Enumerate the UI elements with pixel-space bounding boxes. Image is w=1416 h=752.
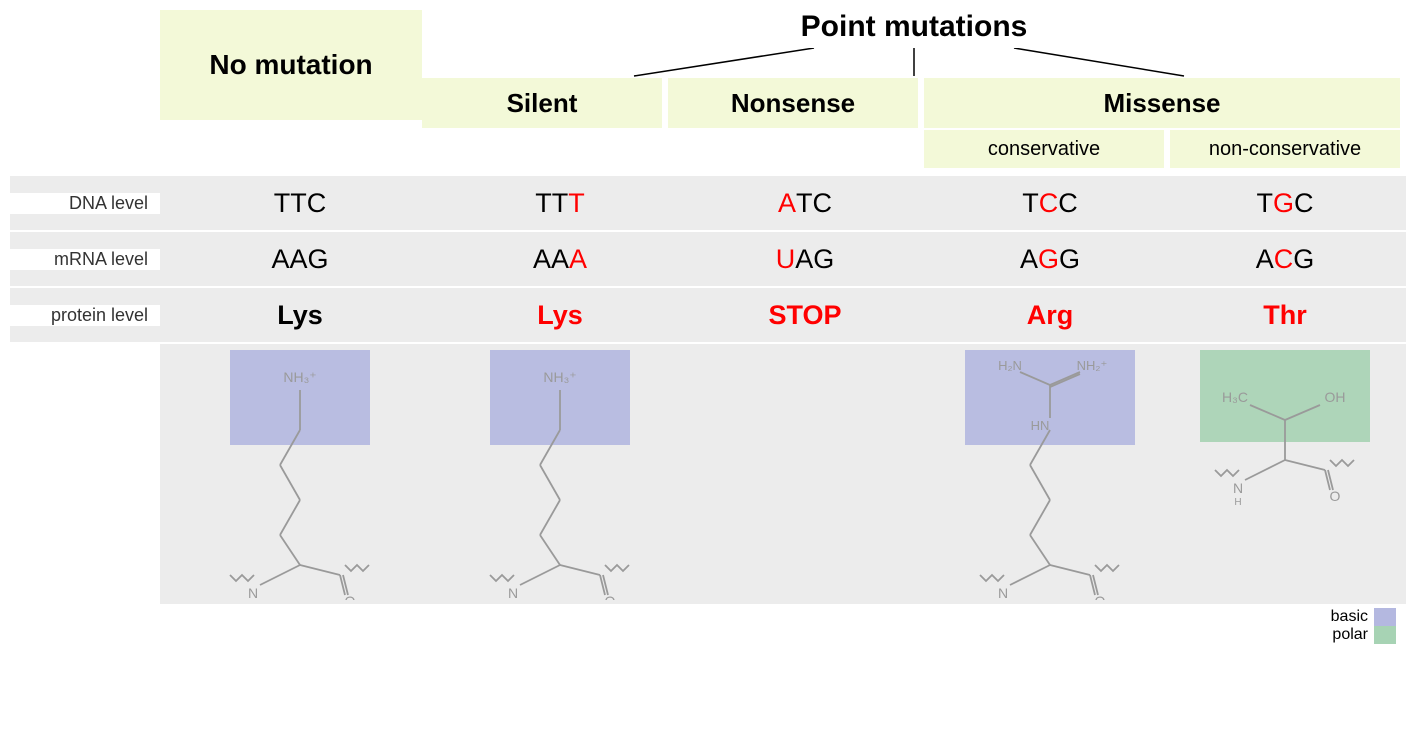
codon-letter: C	[307, 188, 327, 219]
dna-silent: TTT	[440, 188, 680, 219]
structure-nonsense	[680, 350, 930, 604]
codon-letter: T	[796, 188, 813, 219]
protein-missense_noncons: Thr	[1170, 300, 1400, 331]
protein-row: protein level LysLysSTOPArgThr	[10, 288, 1406, 344]
codon-letter: T	[552, 188, 569, 219]
legend-basic-swatch	[1374, 608, 1396, 626]
codon-letter: T	[1022, 188, 1039, 219]
header-missense: Missense	[924, 78, 1400, 128]
codon-letter: T	[274, 188, 291, 219]
legend-polar: polar	[1332, 626, 1396, 644]
svg-text:H₃C: H₃C	[1222, 389, 1248, 405]
protein-nonsense: STOP	[680, 300, 930, 331]
protein-missense_cons: Arg	[930, 300, 1170, 331]
header-no-mutation-label: No mutation	[209, 49, 372, 81]
header-nonsense-label: Nonsense	[731, 88, 855, 119]
header-nonconservative: non-conservative	[1170, 130, 1400, 168]
dna-row: DNA level TTCTTTATCTCCTGC	[10, 176, 1406, 232]
codon-letter: A	[1256, 244, 1274, 275]
svg-text:N: N	[508, 585, 518, 600]
protein-row-label: protein level	[10, 305, 160, 326]
header-nonsense: Nonsense	[668, 78, 918, 128]
svg-text:H₂N: H₂N	[998, 358, 1022, 373]
codon-letter: C	[1039, 188, 1059, 219]
codon-letter: A	[551, 244, 569, 275]
header-conservative-label: conservative	[988, 138, 1100, 161]
mrna-missense_cons: AGG	[930, 244, 1170, 275]
svg-text:NH₃⁺: NH₃⁺	[283, 369, 316, 385]
svg-text:NH₂⁺: NH₂⁺	[1077, 358, 1108, 373]
header-nonconservative-label: non-conservative	[1209, 138, 1361, 161]
structure-row: NH₃⁺ N H O NH₃⁺ N H O	[10, 344, 1406, 604]
title: Point mutations	[422, 10, 1406, 48]
codon-letter: G	[1038, 244, 1059, 275]
codon-letter: U	[776, 244, 796, 275]
codon-letter: C	[813, 188, 833, 219]
protein-no_mutation: Lys	[160, 300, 440, 331]
codon-letter: G	[1293, 244, 1314, 275]
svg-text:N: N	[248, 585, 258, 600]
codon-letter: C	[1274, 244, 1294, 275]
header-conservative: conservative	[924, 130, 1164, 168]
legend-polar-swatch	[1374, 626, 1396, 644]
dna-missense_noncons: TGC	[1170, 188, 1400, 219]
codon-letter: T	[1256, 188, 1273, 219]
header-no-mutation: No mutation	[160, 10, 422, 120]
structure-silent: NH₃⁺ N H O	[440, 350, 680, 604]
codon-letter: T	[535, 188, 552, 219]
dna-missense_cons: TCC	[930, 188, 1170, 219]
codon-letter: A	[1020, 244, 1038, 275]
codon-letter: A	[533, 244, 551, 275]
header-row: No mutation Point mutations Silent Nonse…	[160, 10, 1406, 168]
svg-text:O: O	[1095, 593, 1106, 600]
structure-missense_noncons: H₃C OH N H O	[1170, 350, 1400, 604]
codon-letter: A	[795, 244, 813, 275]
codon-letter: C	[1294, 188, 1314, 219]
mrna-nonsense: UAG	[680, 244, 930, 275]
header-missense-label: Missense	[1103, 88, 1220, 119]
branch-lines	[534, 48, 1294, 78]
header-silent: Silent	[422, 78, 662, 128]
mrna-row: mRNA level AAGAAAUAGAGGACG	[10, 232, 1406, 288]
dna-no_mutation: TTC	[160, 188, 440, 219]
mrna-silent: AAA	[440, 244, 680, 275]
svg-text:OH: OH	[1325, 389, 1346, 405]
legend: basic polar	[10, 604, 1406, 644]
codon-letter: A	[289, 244, 307, 275]
header-silent-label: Silent	[507, 88, 578, 119]
codon-letter: G	[1273, 188, 1294, 219]
codon-letter: G	[308, 244, 329, 275]
codon-letter: A	[569, 244, 587, 275]
codon-letter: C	[1058, 188, 1078, 219]
codon-letter: A	[778, 188, 796, 219]
svg-text:HN: HN	[1031, 418, 1050, 433]
legend-basic: basic	[1331, 608, 1396, 626]
structure-missense_cons: H₂N NH₂⁺ HN N H O	[930, 350, 1170, 604]
codon-letter: T	[568, 188, 585, 219]
codon-letter: T	[290, 188, 307, 219]
legend-polar-label: polar	[1332, 626, 1368, 644]
svg-text:O: O	[605, 593, 616, 600]
svg-text:N: N	[1233, 480, 1243, 496]
structure-no_mutation: NH₃⁺ N H O	[160, 350, 440, 604]
mrna-row-label: mRNA level	[10, 249, 160, 270]
mrna-no_mutation: AAG	[160, 244, 440, 275]
svg-text:NH₃⁺: NH₃⁺	[543, 369, 576, 385]
protein-silent: Lys	[440, 300, 680, 331]
codon-letter: A	[271, 244, 289, 275]
data-section: DNA level TTCTTTATCTCCTGC mRNA level AAG…	[10, 176, 1406, 604]
mrna-missense_noncons: ACG	[1170, 244, 1400, 275]
legend-basic-label: basic	[1331, 608, 1368, 626]
dna-nonsense: ATC	[680, 188, 930, 219]
svg-text:O: O	[1330, 488, 1341, 504]
diagram-container: No mutation Point mutations Silent Nonse…	[10, 10, 1406, 644]
codon-letter: G	[813, 244, 834, 275]
svg-text:N: N	[998, 585, 1008, 600]
svg-text:H: H	[1234, 497, 1241, 508]
svg-text:O: O	[345, 593, 356, 600]
dna-row-label: DNA level	[10, 193, 160, 214]
codon-letter: G	[1059, 244, 1080, 275]
